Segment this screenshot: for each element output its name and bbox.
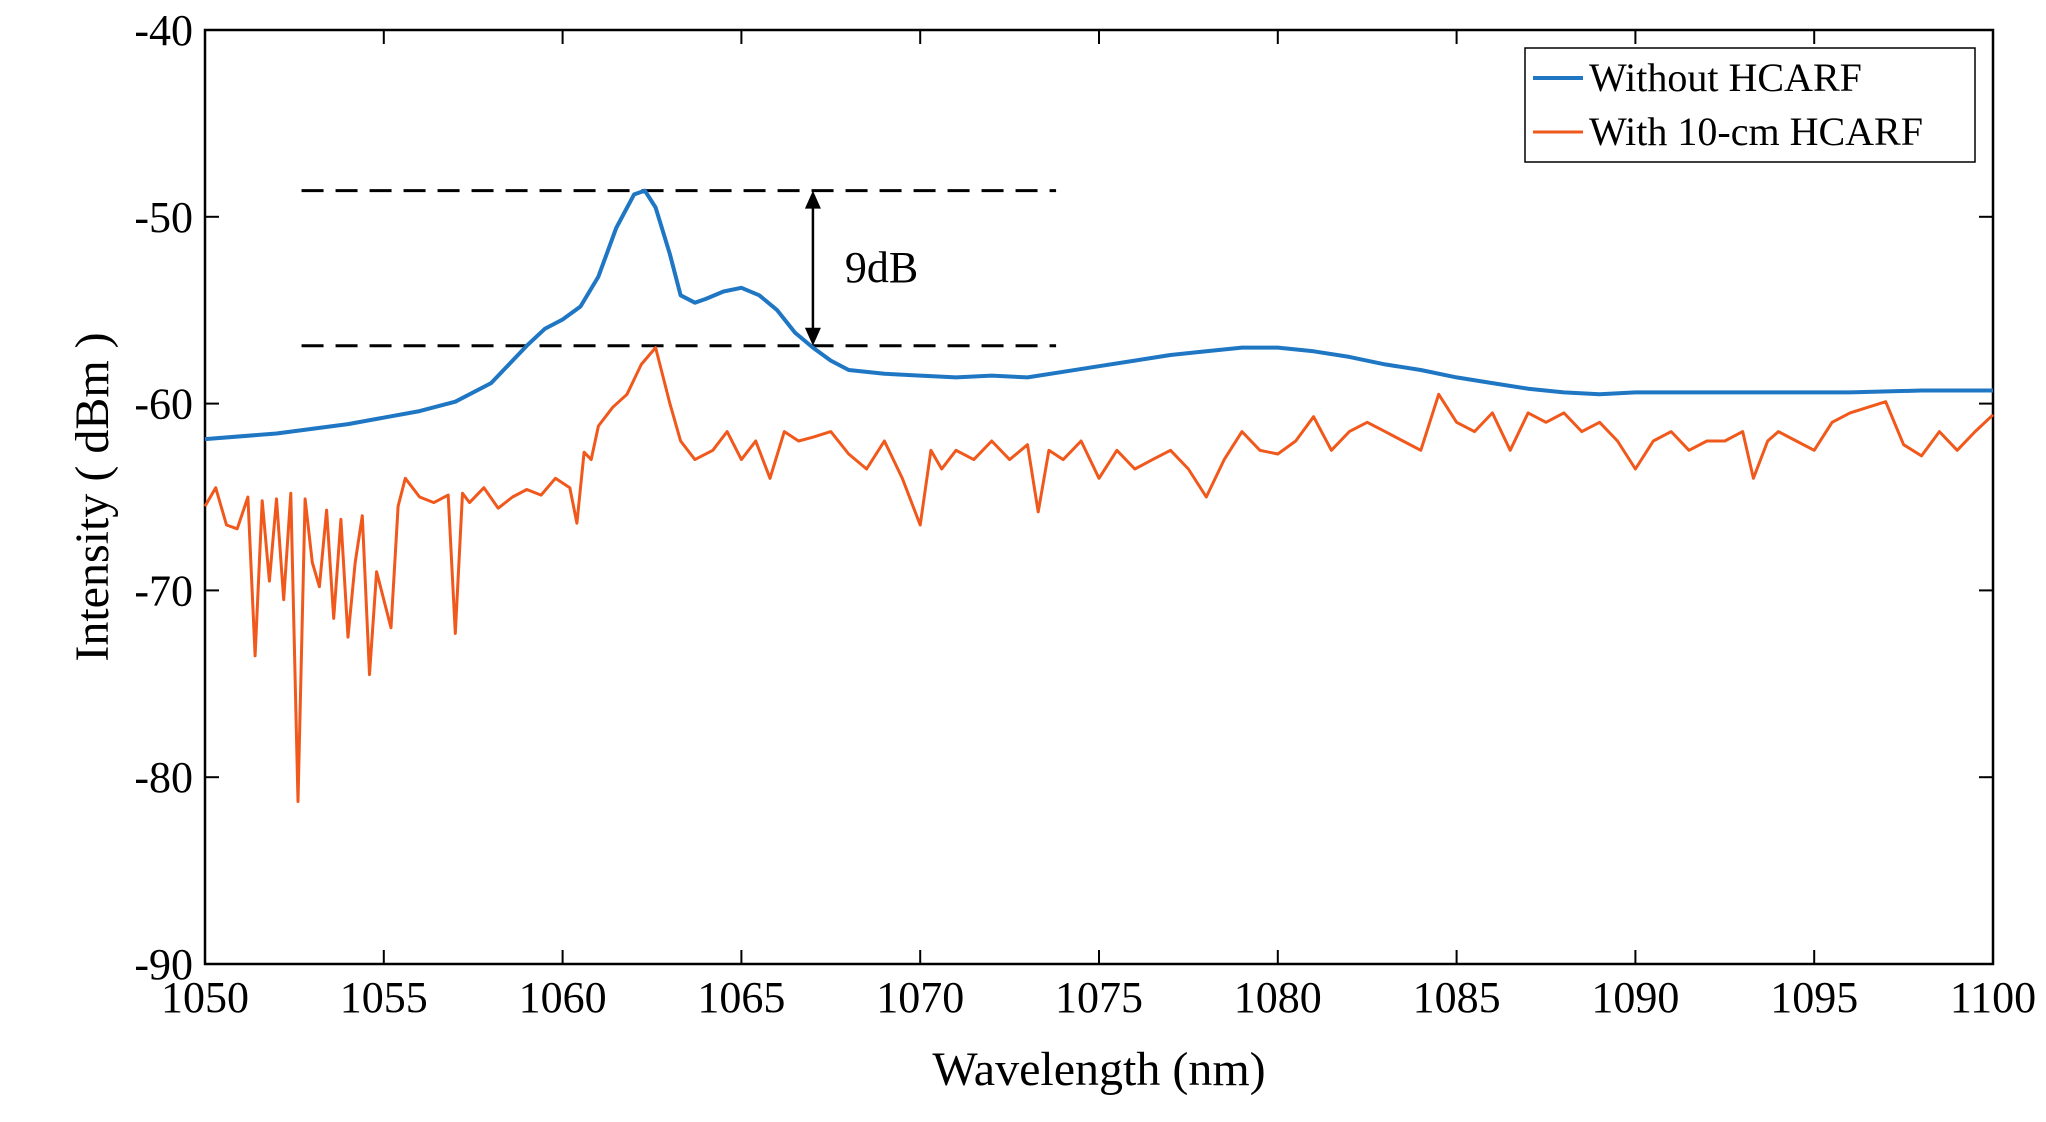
- x-tick-label: 1080: [1234, 973, 1322, 1022]
- legend-label-without-hcarf: Without HCARF: [1589, 55, 1862, 100]
- y-tick-label: -40: [134, 6, 193, 55]
- legend-box: [1524, 47, 1976, 163]
- x-tick-label: 1075: [1055, 973, 1143, 1022]
- y-tick-label: -50: [134, 193, 193, 242]
- series-line-without-hcarf: [204, 188, 1993, 442]
- series-line-with-hcarf: [203, 346, 1995, 803]
- y-axis: -90 -80 -70 -60 -50 -40: [134, 6, 1993, 989]
- legend: Without HCARF With 10-cm HCARF: [1524, 47, 1976, 163]
- y-axis-title: Intensity ( dBm ): [66, 332, 119, 661]
- difference-label: 9dB: [845, 243, 918, 292]
- x-tick-label: 1055: [340, 973, 428, 1022]
- x-tick-label: 1100: [1950, 973, 2036, 1022]
- series-group: [203, 188, 1995, 803]
- x-tick-label: 1095: [1770, 973, 1858, 1022]
- y-tick-label: -90: [134, 940, 193, 989]
- x-axis: 1050 1055 1060 1065 1070 1075 1080 1085 1090 1095…: [161, 30, 2036, 1022]
- y-tick-label: -70: [134, 566, 193, 615]
- x-tick-label: 1090: [1591, 973, 1679, 1022]
- y-tick-label: -80: [134, 753, 193, 802]
- difference-annotation: 9dB: [301, 189, 1057, 348]
- plot-area: -90-80-70-60-50-40 1050 1055 1060 1065 1070 1…: [134, 6, 2036, 1022]
- arrow-head-up-icon: [804, 190, 821, 209]
- x-tick-label: 1050: [161, 973, 249, 1022]
- x-axis-title: Wavelength (nm): [932, 1043, 1265, 1096]
- y-tick-label: -60: [134, 380, 193, 429]
- legend-label-with-hcarf: With 10-cm HCARF: [1589, 109, 1923, 154]
- x-tick-label: 1060: [519, 973, 607, 1022]
- arrow-head-down-icon: [804, 327, 821, 346]
- x-tick-label: 1070: [876, 973, 964, 1022]
- x-tick-label: 1085: [1413, 973, 1501, 1022]
- x-tick-label: 1065: [697, 973, 785, 1022]
